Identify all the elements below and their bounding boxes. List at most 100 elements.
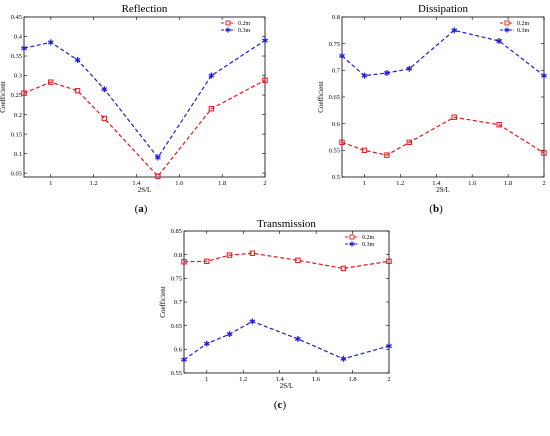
panel-label: (a) (135, 203, 148, 215)
y-tick-label: 0.65 (329, 94, 340, 101)
chart-panel-b: Dissipation 1 1.2 1.4 1.6 1.8 2 0.5 0.55 0.6 0.65 0… (317, 3, 547, 215)
y-axis-label: Coefficient (317, 81, 325, 112)
data-point (249, 318, 256, 325)
y-tick-label: 0.65 (171, 323, 182, 330)
data-point (226, 252, 233, 258)
y-tick-label: 0.5 (332, 174, 340, 181)
data-point (451, 114, 457, 120)
data-point (339, 139, 345, 146)
series-line-0.3m (341, 29, 545, 77)
data-point (249, 250, 256, 256)
chart-title: Dissipation (418, 3, 469, 15)
data-point (154, 154, 161, 161)
data-point (226, 331, 233, 338)
data-point (101, 115, 108, 122)
data-point (541, 72, 547, 79)
y-tick-label: 0.7 (174, 299, 183, 306)
data-point (406, 139, 413, 146)
series-line-0.2m (23, 79, 266, 178)
x-tick-label: 1.6 (312, 376, 321, 383)
plot-frame (23, 16, 266, 178)
y-tick-label: 0.55 (171, 370, 182, 377)
x-tick-label: 2 (263, 180, 266, 187)
x-axis-label: 2S/L (280, 382, 294, 390)
data-point (361, 147, 368, 154)
x-tick-label: 2 (387, 376, 390, 383)
legend-marker (349, 241, 355, 247)
data-point (386, 258, 392, 264)
x-tick-label: 1.4 (432, 180, 441, 187)
legend-marker (504, 27, 510, 33)
y-axis-label: Coefficient (159, 286, 167, 317)
data-point (541, 150, 547, 156)
chart-title: Reflection (122, 3, 168, 15)
y-tick-label: 0.2 (14, 112, 22, 119)
y-tick-label: 0.35 (11, 53, 22, 60)
data-point (74, 56, 81, 63)
y-tick-label: 0.8 (332, 14, 340, 21)
panel-label: (b) (429, 203, 443, 215)
plot-frame (183, 230, 390, 374)
data-point (340, 355, 347, 362)
data-point (295, 257, 301, 264)
chart-title: Transmission (257, 218, 316, 230)
data-point (496, 122, 502, 128)
data-point (386, 343, 392, 350)
y-tick-label: 0.8 (174, 252, 182, 259)
y-tick-label: 0.45 (11, 14, 22, 21)
y-tick-label: 0.6 (332, 121, 341, 128)
y-tick-label: 0.25 (11, 92, 22, 99)
chart-panel-c: Transmission 1 1.2 1.4 1.6 1.8 2 0.55 0.6 0.65 0.7… (159, 218, 392, 411)
data-point (74, 88, 81, 94)
x-tick-label: 1.8 (348, 376, 356, 383)
data-point (181, 356, 187, 363)
data-point (294, 335, 301, 342)
legend-label: 0.3m (362, 242, 375, 248)
y-tick-label: 0.75 (171, 276, 182, 283)
data-point (208, 106, 215, 112)
legend-label: 0.3m (238, 28, 251, 34)
x-tick-label: 1.2 (90, 180, 98, 187)
x-tick-label: 1 (363, 180, 366, 187)
legend-label: 0.2m (517, 21, 530, 27)
data-point (47, 39, 54, 46)
data-point (262, 37, 268, 44)
x-tick-label: 1.8 (218, 180, 226, 187)
data-point (262, 77, 268, 83)
series-line-0.3m (183, 320, 390, 361)
series-line-0.2m (341, 116, 545, 156)
y-tick-label: 0.05 (11, 170, 22, 177)
legend-marker (225, 27, 231, 33)
legend-marker (504, 20, 510, 26)
x-tick-label: 1 (49, 180, 52, 187)
x-tick-label: 1.2 (396, 180, 404, 187)
y-tick-label: 0.7 (332, 68, 341, 75)
y-tick-label: 0.6 (174, 347, 183, 354)
data-point (496, 38, 503, 44)
series-line-0.2m (183, 252, 390, 270)
y-tick-label: 0.4 (14, 34, 23, 41)
x-tick-label: 1.2 (239, 376, 247, 383)
x-tick-label: 1.4 (276, 376, 285, 383)
plot-frame (341, 16, 545, 178)
data-point (48, 79, 54, 85)
y-tick-label: 0.55 (329, 148, 340, 155)
legend-label: 0.2m (238, 21, 251, 27)
chart-panel-a: Reflection 1 1.2 1.4 1.6 1.8 2 0.05 0.1 0.15 0.2 0.… (0, 3, 268, 215)
legend-marker (349, 234, 355, 240)
x-tick-label: 1.6 (468, 180, 477, 187)
y-tick-label: 0.75 (329, 41, 340, 48)
x-tick-label: 1.4 (132, 180, 141, 187)
x-tick-label: 1.8 (504, 180, 512, 187)
data-point (21, 90, 27, 96)
data-point (181, 259, 187, 265)
legend-marker (225, 20, 231, 26)
data-point (361, 72, 368, 79)
y-tick-label: 0.1 (14, 151, 22, 158)
legend-label: 0.2m (362, 235, 375, 241)
x-axis-label: 2S/L (138, 186, 152, 194)
y-tick-label: 0.15 (11, 131, 22, 138)
data-point (340, 265, 347, 272)
data-point (101, 86, 108, 93)
